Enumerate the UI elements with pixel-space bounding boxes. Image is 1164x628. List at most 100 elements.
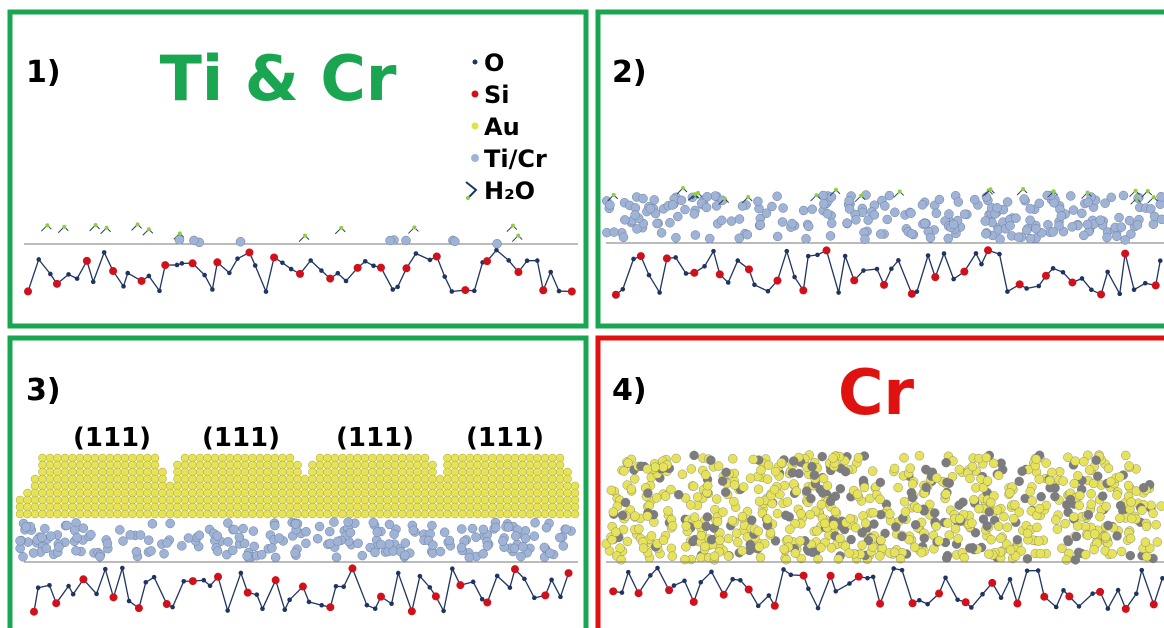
atom [941, 457, 951, 468]
atom [984, 549, 994, 559]
atom [319, 602, 324, 608]
atom [737, 201, 748, 211]
bond [943, 253, 955, 280]
atom [1160, 575, 1164, 581]
atom [728, 454, 738, 464]
legend-label: Au [484, 113, 520, 141]
atom [779, 544, 789, 554]
atom [238, 570, 244, 576]
atom [234, 532, 245, 543]
atom [177, 541, 187, 551]
bond [727, 260, 739, 283]
atom [195, 509, 205, 519]
atom [880, 280, 889, 289]
atom [925, 601, 930, 607]
bond [92, 252, 105, 283]
atom [861, 268, 866, 273]
atom [899, 567, 905, 573]
atom [128, 509, 137, 519]
atom [816, 543, 826, 553]
atom [225, 509, 235, 519]
atom [850, 276, 859, 285]
atom [288, 266, 294, 272]
atom [1024, 286, 1029, 291]
atom [629, 474, 640, 484]
bond [1000, 579, 1011, 599]
atom [1121, 604, 1130, 613]
atom [400, 538, 411, 548]
atom [689, 450, 699, 461]
atom [563, 509, 572, 519]
atom [638, 193, 648, 204]
atom [657, 290, 662, 295]
atom [770, 536, 781, 546]
atom [435, 546, 446, 557]
atom [665, 586, 674, 595]
atom [70, 591, 76, 597]
bond [786, 250, 796, 278]
atom [646, 272, 652, 278]
atom [667, 551, 678, 561]
bond [473, 262, 484, 292]
atom [973, 251, 979, 256]
bond [802, 256, 809, 291]
atom [1149, 600, 1158, 609]
bond [807, 588, 819, 609]
atom [715, 535, 725, 546]
atom [420, 509, 430, 519]
atom [470, 579, 476, 585]
atom [260, 606, 265, 612]
atom [510, 509, 520, 519]
atom [833, 588, 839, 594]
atom [1005, 220, 1015, 231]
atom [1002, 197, 1013, 207]
atom [646, 531, 657, 541]
atom [150, 509, 160, 519]
atom [988, 458, 999, 468]
atom [942, 518, 953, 528]
atom [944, 209, 954, 219]
atom [734, 233, 744, 243]
atom [954, 464, 965, 475]
atom [747, 515, 757, 525]
atom [713, 461, 724, 471]
atom [801, 234, 811, 244]
atom [689, 209, 700, 219]
atom [524, 258, 530, 264]
atom [788, 572, 794, 578]
atom [889, 266, 894, 272]
atom [98, 509, 107, 519]
atom [655, 565, 660, 571]
atom [368, 509, 377, 519]
atom [143, 579, 149, 585]
atom [1116, 546, 1127, 557]
bond [486, 575, 498, 603]
atom [372, 527, 383, 537]
atom [897, 531, 907, 542]
bond [844, 255, 855, 281]
atom [1093, 471, 1103, 481]
atom [608, 507, 618, 517]
atom [967, 461, 978, 472]
panel-label: 1) [26, 55, 61, 90]
water [680, 185, 685, 190]
atom [371, 263, 376, 269]
atom [444, 535, 455, 546]
atom [353, 263, 362, 272]
water [1134, 196, 1139, 201]
atom [791, 486, 802, 496]
atom [458, 509, 467, 519]
atom [854, 572, 863, 581]
atom [875, 551, 885, 561]
atom [301, 538, 311, 549]
atom [180, 509, 190, 519]
atom [162, 538, 172, 548]
atom [959, 209, 970, 219]
atom [1009, 513, 1019, 524]
atom [48, 271, 53, 277]
panel-label: 2) [612, 55, 647, 90]
atom [1090, 529, 1100, 539]
bond [217, 576, 229, 611]
atom [1121, 249, 1130, 258]
atom [860, 518, 871, 528]
